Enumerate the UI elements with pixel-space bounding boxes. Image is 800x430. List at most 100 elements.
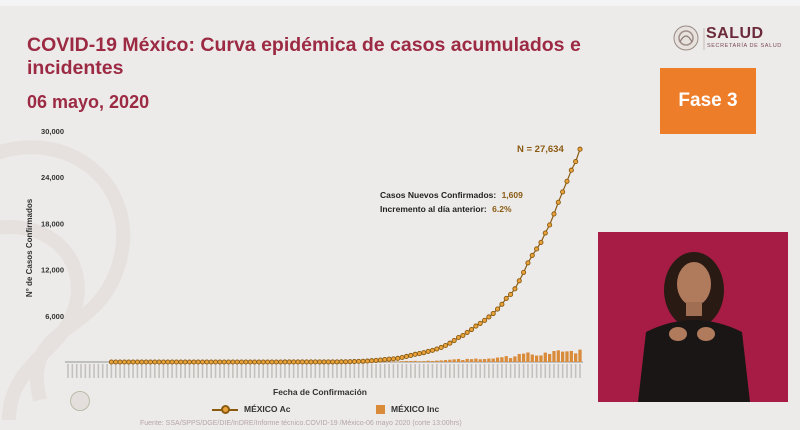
incident-bar [500, 357, 504, 362]
incident-bar [543, 352, 547, 362]
cumulative-point [547, 222, 553, 228]
cumulative-point [152, 359, 158, 365]
cumulative-point [360, 358, 366, 364]
x-axis-label: Fecha de Confirmación [273, 387, 367, 397]
cumulative-point [139, 359, 145, 365]
cumulative-point [121, 359, 127, 365]
incident-bar [430, 360, 435, 362]
cumulative-point [390, 356, 396, 362]
cumulative-point [191, 359, 197, 365]
cumulative-point [273, 359, 279, 365]
cumulative-point [234, 359, 240, 365]
cumulative-point [377, 357, 383, 363]
cumulative-point [568, 167, 574, 173]
incident-bar [530, 354, 534, 362]
cumulative-point [373, 357, 379, 363]
logo-subtitle: SECRETARÍA DE SALUD [707, 43, 782, 49]
cumulative-point [178, 359, 184, 365]
cumulative-point [156, 359, 162, 365]
incident-bar [456, 358, 461, 362]
y-tick-label: 6,000 [45, 312, 64, 321]
legend-bar-marker-icon [376, 404, 385, 414]
cumulative-point [503, 295, 509, 301]
cumulative-point [304, 359, 310, 365]
cumulative-point [403, 353, 409, 360]
y-tick-label: 24,000 [41, 173, 64, 182]
cumulative-point [486, 314, 492, 320]
cumulative-point [256, 359, 262, 365]
cumulative-point [351, 359, 357, 365]
legend-label-accumulated: MÉXICO Ac [244, 404, 291, 414]
incident-bar [413, 360, 417, 362]
annotation-new-cases-label: Casos Nuevos Confirmados: [380, 190, 496, 200]
incident-bar [565, 351, 569, 362]
incident-bar [495, 357, 500, 362]
cumulative-point [508, 291, 514, 298]
cumulative-point [282, 359, 288, 365]
cumulative-point [317, 359, 323, 365]
total-label: N = 27,634 [517, 144, 564, 155]
incident-bar [574, 353, 578, 362]
cumulative-point [195, 359, 201, 365]
incident-bar [422, 361, 426, 362]
cumulative-point [399, 354, 405, 361]
cumulative-point [217, 359, 223, 365]
cumulative-point [521, 269, 527, 275]
incident-bar [391, 361, 396, 363]
page-title: COVID-19 México: Curva epidémica de caso… [27, 34, 581, 79]
incident-bar [400, 361, 404, 362]
cumulative-point [126, 359, 132, 365]
cumulative-point [260, 359, 266, 365]
cumulative-point [330, 359, 336, 365]
cumulative-point [560, 189, 566, 195]
incident-bar [448, 359, 452, 362]
cumulative-point [551, 211, 557, 217]
cumulative-point [416, 351, 423, 357]
cumulative-point [308, 359, 314, 365]
incident-bar [469, 359, 474, 362]
seal-icon [70, 391, 90, 411]
cumulative-line-path [111, 149, 581, 363]
incident-bar [487, 358, 491, 362]
cumulative-point [464, 329, 470, 335]
cumulative-point [382, 357, 388, 363]
sign-language-interpreter [598, 232, 788, 402]
cumulative-point [130, 359, 136, 365]
incident-bar [526, 352, 530, 362]
cumulative-point [252, 359, 258, 365]
incident-bar [443, 360, 448, 362]
cumulative-point [239, 359, 245, 365]
cumulative-point [455, 334, 462, 341]
incident-bar [539, 355, 543, 362]
cumulative-point [421, 350, 427, 356]
y-axis: 30,000 24,000 18,000 12,000 6,000 [41, 127, 583, 363]
annotation-increment: Incremento al día anterior: 6.2% [380, 204, 512, 214]
cumulative-point [538, 239, 544, 245]
cumulative-point [295, 359, 301, 365]
incident-bar [404, 360, 409, 362]
incident-bar [534, 355, 539, 362]
cumulative-point [160, 359, 167, 365]
cumulative-point [473, 323, 479, 329]
incident-bar [478, 359, 482, 362]
incident-bar [578, 349, 582, 362]
y-tick-label: 30,000 [41, 127, 64, 136]
cumulative-point [499, 301, 505, 307]
y-tick-label: 18,000 [41, 219, 64, 228]
legend-item-accumulated: MÉXICO Ac [212, 404, 290, 414]
cumulative-point [468, 326, 475, 333]
cumulative-point [460, 332, 466, 339]
cumulative-point [438, 344, 444, 350]
cumulative-point [169, 359, 175, 365]
cumulative-point [165, 359, 171, 365]
cumulative-point [343, 359, 349, 365]
cumulative-point [525, 260, 531, 266]
cumulative-point [325, 359, 331, 365]
logo-text: SALUD [706, 25, 764, 42]
cumulative-point [108, 359, 114, 365]
cumulative-point [212, 359, 219, 365]
incident-bar [465, 358, 469, 362]
cumulative-point [534, 246, 540, 252]
cumulative-point [334, 359, 340, 365]
incident-bar [508, 358, 513, 362]
